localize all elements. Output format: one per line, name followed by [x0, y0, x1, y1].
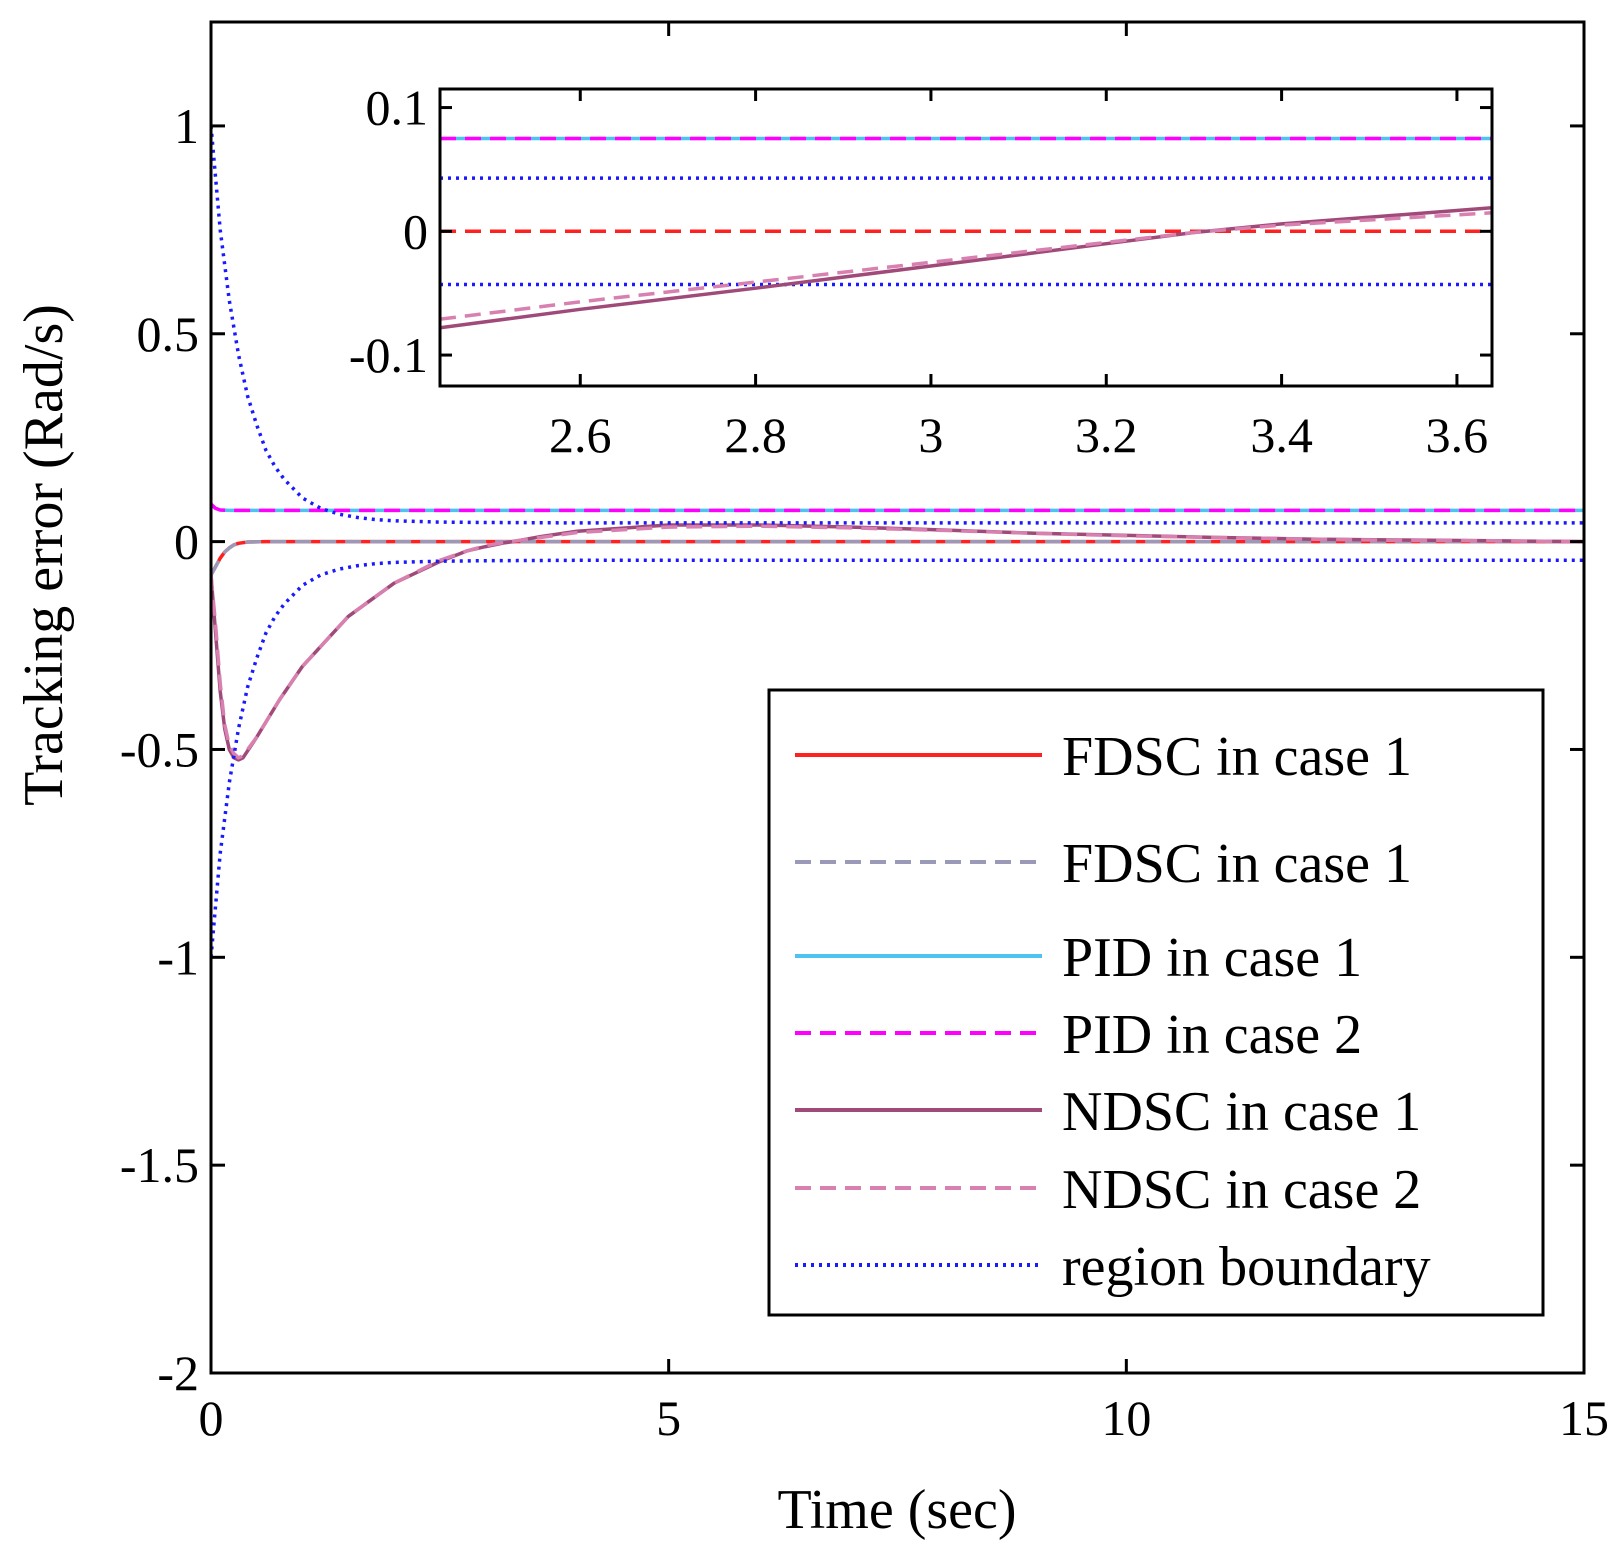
inset-series-group	[440, 136, 1492, 330]
x-tick-label: 15	[1559, 1390, 1609, 1446]
inset-x-tick-label: 2.6	[549, 407, 612, 463]
inset-y-tick-label: 0.1	[366, 80, 429, 136]
inset-axis-ticks: 2.6 2.8 3 3.2 3.4 3.6 -0.1 0 0.1	[349, 80, 1492, 463]
inset-y-tick-label: -0.1	[349, 327, 428, 383]
y-tick-label: -1.5	[120, 1137, 199, 1193]
inset-x-tick-label: 3	[918, 407, 943, 463]
x-tick-label: 0	[199, 1390, 224, 1446]
inset-plot-frame	[438, 87, 1494, 388]
inset-x-tick-label: 2.8	[724, 407, 787, 463]
y-tick-label: -2	[157, 1345, 199, 1401]
legend-frame	[767, 688, 1545, 1317]
y-tick-label: 0.5	[137, 306, 200, 362]
x-tick-label: 10	[1101, 1390, 1151, 1446]
inset-x-tick-label: 3.2	[1075, 407, 1138, 463]
inset-background	[440, 89, 1492, 386]
y-axis-label: Tracking error (Rad/s)	[13, 304, 75, 806]
inset-y-tick-label: 0	[403, 203, 428, 259]
legend: FDSC in case 1 FDSC in case 1 PID in case …	[767, 688, 1545, 1317]
x-axis-label: Time (sec)	[777, 1479, 1016, 1541]
main-plot-frame	[209, 20, 1586, 1375]
y-tick-label: 0	[174, 514, 199, 570]
main-series-group	[211, 125, 1584, 958]
legend-label-pid-in-case-2: PID in case 2	[1062, 1004, 1362, 1066]
legend-label-ndsc-in-case-2: NDSC in case 2	[1062, 1159, 1421, 1221]
y-tick-label: -0.5	[120, 721, 199, 777]
inset-x-tick-label: 3.6	[1426, 407, 1489, 463]
legend-label-ndsc-in-case-1: NDSC in case 1	[1062, 1081, 1421, 1143]
legend-label-region-boundary: region boundary	[1062, 1236, 1431, 1298]
inset-x-tick-label: 3.4	[1250, 407, 1313, 463]
y-tick-label: 1	[174, 98, 199, 154]
y-tick-label: -1	[157, 929, 199, 985]
series-line-fdsc-in-case-1-dashed	[211, 539, 1584, 576]
x-tick-label: 5	[656, 1390, 681, 1446]
series-line-pid-in-case-2	[211, 502, 1584, 513]
legend-label-pid-in-case-1: PID in case 1	[1062, 927, 1362, 989]
inset-series-line-ndsc-in-case-2	[440, 211, 1492, 321]
legend-label-fdsc-in-case-1: FDSC in case 1	[1062, 833, 1412, 895]
legend-label-fdsc-in-case-1: FDSC in case 1	[1062, 726, 1412, 788]
main-axis-ticks: 0 5 10 15 -2 -1.5 -1 -0.5 0 0.5 1	[120, 22, 1609, 1446]
series-line-ndsc-in-case-2	[211, 524, 1584, 760]
